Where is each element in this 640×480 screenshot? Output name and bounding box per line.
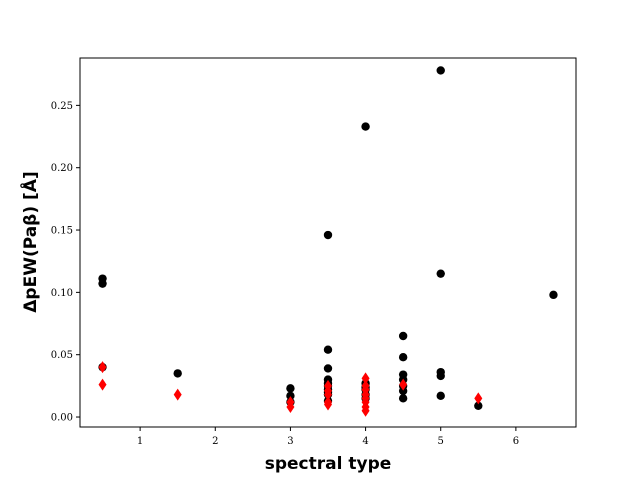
x-tick-label: 6 (513, 436, 519, 447)
data-point-circle (398, 331, 408, 341)
data-point-circle (436, 269, 445, 278)
data-point-circle (436, 66, 445, 75)
data-point-circle (398, 386, 408, 396)
data-point-diamond (324, 398, 332, 411)
data-point-diamond (98, 361, 107, 374)
y-tick-label: 0.20 (51, 163, 73, 174)
y-tick-label: 0.00 (51, 413, 73, 424)
data-point-circle (286, 391, 295, 401)
data-point-circle (286, 384, 295, 393)
data-point-circle (173, 369, 182, 378)
data-point-circle (361, 122, 370, 131)
data-point-diamond (324, 388, 332, 401)
data-point-circle (436, 371, 445, 381)
data-point-circle (323, 230, 333, 240)
y-tick-label: 0.25 (51, 101, 73, 112)
data-point-circle (398, 352, 408, 362)
data-point-diamond (173, 388, 182, 401)
data-point-circle (323, 345, 333, 354)
y-tick-label: 0.10 (51, 288, 73, 299)
data-point-circle (98, 279, 107, 288)
data-point-circle (323, 364, 333, 373)
data-point-diamond (98, 378, 107, 391)
data-point-circle (436, 391, 445, 401)
data-point-diamond (399, 378, 408, 391)
data-point-circle (549, 290, 558, 300)
x-tick-label: 4 (362, 436, 368, 447)
data-point-diamond (286, 401, 295, 414)
y-tick-label: 0.05 (51, 350, 73, 361)
data-point-diamond (474, 392, 483, 405)
plot-frame (79, 57, 577, 428)
x-tick-label: 3 (287, 436, 293, 447)
data-point-diamond (361, 372, 370, 385)
y-axis-label: ΔpEW(Paβ) [Å] (18, 171, 41, 313)
x-axis-ticks: 1 2 3 4 5 6 (137, 427, 519, 447)
y-tick-label: 0.15 (51, 226, 73, 237)
y-axis-ticks: 0.00 0.05 0.10 0.15 0.20 0.25 (51, 101, 80, 424)
data-point-circle (398, 394, 408, 403)
data-point-diamond (361, 404, 370, 417)
x-tick-label: 2 (212, 436, 218, 447)
x-tick-label: 1 (137, 436, 143, 447)
x-tick-label: 5 (438, 436, 444, 447)
plot-marks (98, 66, 558, 417)
x-axis-label: spectral type (265, 454, 392, 474)
data-point-circle (474, 401, 483, 411)
